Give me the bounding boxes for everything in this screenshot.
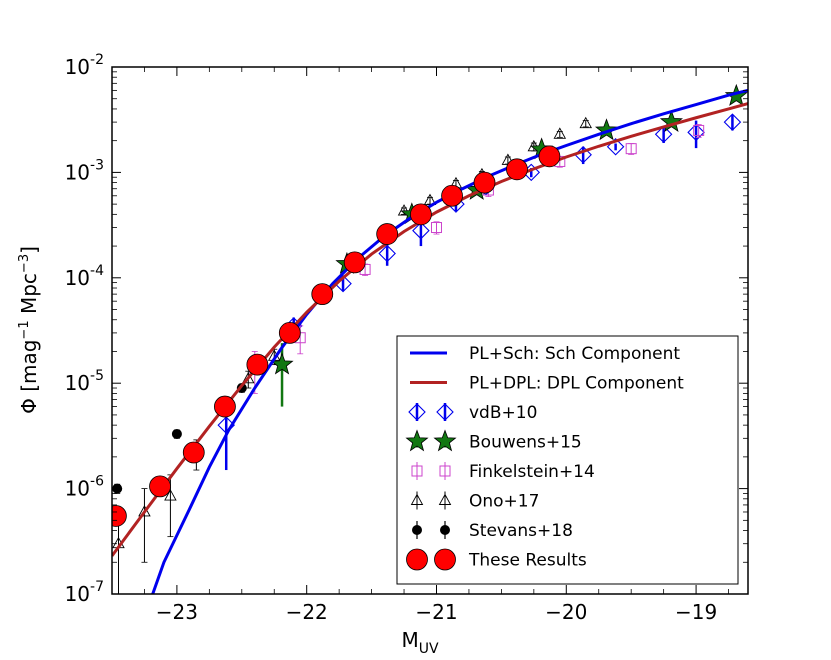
data-point (182, 441, 205, 464)
legend-label: These Results (468, 551, 587, 571)
data-point (378, 244, 396, 263)
data-point (430, 222, 442, 234)
data-point (242, 371, 255, 384)
y-tick-exponent: -3 (90, 157, 104, 173)
legend-box (396, 335, 739, 585)
y-tick-label: 10-2 (65, 52, 104, 79)
legend-marker (436, 403, 454, 421)
data-point (246, 353, 269, 376)
y-tick-exponent: -2 (90, 52, 104, 68)
legend-label: PL+Sch: Sch Component (469, 344, 680, 364)
y-axis-title-sup1: −1 (17, 320, 32, 339)
plot-frame (111, 66, 749, 595)
data-point (473, 171, 496, 194)
y-tick-exponent: -5 (90, 368, 104, 384)
data-point (687, 123, 705, 142)
y-tick-label: 10-6 (65, 474, 105, 501)
y-tick-exponent: -7 (90, 579, 104, 595)
axis-ticks (111, 66, 748, 595)
y-tick-label: 10-4 (65, 263, 105, 290)
x-axis-title: MUV (401, 628, 439, 657)
legend-entry: PL+Sch: Sch Component (410, 344, 680, 364)
x-axis-title-subscript: UV (419, 641, 439, 657)
data-point (397, 204, 411, 216)
x-tick-label: −22 (286, 600, 328, 624)
series-these-results (112, 145, 561, 527)
legend-label: Bouwens+15 (469, 433, 582, 453)
y-axis-title-sup2: −3 (17, 254, 32, 273)
y-axis-title: Φ [mag−1 Mpc−3] (17, 246, 41, 414)
y-tick-base: 10 (65, 582, 90, 606)
legend: PL+Sch: Sch Component PL+DPL: DPL Compone… (396, 335, 739, 585)
legend-marker (408, 403, 426, 421)
x-tick-label: −23 (156, 600, 198, 624)
data-point (138, 505, 151, 517)
y-tick-exponent: -4 (90, 263, 104, 279)
y-tick-exponent: -6 (90, 474, 104, 490)
data-point (412, 221, 430, 240)
data-point (214, 395, 236, 418)
data-point (749, 110, 759, 120)
y-tick-base: 10 (65, 266, 90, 290)
legend-marker (406, 548, 428, 571)
data-point (343, 251, 366, 274)
legend-marker (433, 429, 457, 452)
legend-label: PL+DPL: DPL Component (469, 374, 684, 394)
y-tick-base: 10 (65, 477, 90, 501)
legend-entry: Ono+17 (410, 491, 539, 512)
y-tick-base: 10 (65, 55, 90, 79)
legend-marker (411, 465, 423, 477)
data-point (723, 113, 742, 131)
legend-marker (405, 429, 429, 452)
data-point (594, 118, 619, 141)
data-point (278, 322, 301, 344)
legend-marker (438, 493, 452, 505)
legend-marker (410, 493, 424, 505)
legend-label: Ono+17 (469, 492, 539, 512)
data-point (164, 489, 177, 501)
data-point (506, 158, 528, 181)
data-point (441, 184, 463, 207)
y-tick-label: 10-7 (65, 579, 104, 606)
legend-entry: PL+DPL: DPL Component (410, 374, 684, 394)
legend-marker (439, 465, 451, 477)
legend-entry: vdB+10 (408, 403, 537, 423)
legend-entry: Stevans+18 (412, 521, 573, 541)
data-point (410, 203, 432, 226)
data-point (376, 223, 399, 245)
y-tick-label: 10-5 (65, 368, 104, 395)
data-point (659, 109, 683, 132)
x-tick-label: −20 (545, 600, 587, 624)
data-point (654, 125, 673, 144)
data-point (171, 428, 182, 439)
legend-entry: These Results (406, 548, 587, 571)
y-tick-label: 10-3 (65, 157, 104, 184)
plot-content (112, 83, 759, 594)
legend-marker (412, 525, 422, 535)
x-tick-label: −19 (675, 600, 717, 624)
data-point (553, 127, 567, 139)
data-point (112, 505, 127, 527)
legend-entry: Finkelstein+14 (411, 462, 595, 482)
data-point (693, 124, 705, 136)
data-point (311, 283, 334, 306)
data-point (538, 145, 561, 168)
legend-marker (434, 548, 456, 571)
data-point (625, 143, 637, 155)
legend-marker (440, 525, 450, 535)
y-tick-base: 10 (65, 371, 90, 395)
legend-label: vdB+10 (469, 403, 537, 423)
legend-entry: Bouwens+15 (405, 429, 582, 453)
legend-label: Finkelstein+14 (469, 462, 595, 482)
data-point (579, 116, 593, 129)
x-tick-label: −21 (415, 600, 457, 624)
y-tick-base: 10 (65, 160, 90, 184)
data-point (149, 475, 171, 498)
legend-label: Stevans+18 (469, 521, 573, 541)
